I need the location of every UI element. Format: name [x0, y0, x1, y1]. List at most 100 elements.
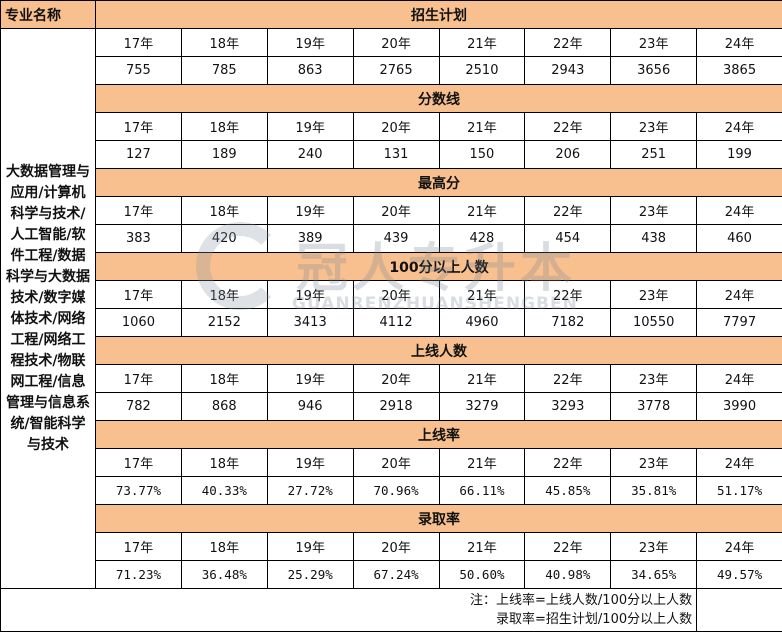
value-cell: 7182 — [524, 308, 612, 337]
year-cell: 17年 — [95, 364, 182, 393]
year-cell: 20年 — [352, 28, 440, 57]
value-cell: 420 — [180, 224, 268, 253]
value-cell: 206 — [524, 140, 612, 169]
year-cell: 20年 — [352, 196, 440, 225]
value-cell: 10550 — [610, 308, 698, 337]
year-cell: 19年 — [266, 112, 354, 141]
year-cell: 21年 — [438, 532, 526, 561]
value-cell: 7797 — [696, 308, 782, 337]
section-title: 录取率 — [95, 504, 782, 533]
year-row: 17年 18年 19年 20年 21年 22年 23年 24年 — [1, 196, 782, 225]
year-cell: 19年 — [266, 28, 354, 57]
value-cell: 2918 — [352, 392, 440, 421]
year-cell: 20年 — [352, 532, 440, 561]
value-cell: 3293 — [524, 392, 612, 421]
value-cell: 4960 — [438, 308, 526, 337]
value-cell: 785 — [180, 56, 268, 85]
value-cell: 34.65% — [610, 560, 698, 589]
value-cell: 251 — [610, 140, 698, 169]
year-cell: 22年 — [524, 112, 612, 141]
value-cell: 389 — [266, 224, 354, 253]
year-cell: 24年 — [696, 196, 782, 225]
year-cell: 17年 — [95, 112, 182, 141]
value-cell: 240 — [266, 140, 354, 169]
value-cell: 25.29% — [266, 560, 354, 589]
year-cell: 23年 — [610, 280, 698, 309]
year-cell: 17年 — [95, 280, 182, 309]
value-cell: 40.98% — [524, 560, 612, 589]
value-cell: 49.57% — [696, 560, 782, 589]
value-cell: 66.11% — [438, 476, 526, 505]
value-cell: 383 — [95, 224, 182, 253]
year-cell: 18年 — [180, 28, 268, 57]
value-row: 127 189 240 131 150 206 251 199 — [1, 140, 782, 169]
year-cell: 18年 — [180, 364, 268, 393]
value-cell: 460 — [696, 224, 782, 253]
value-cell: 3865 — [696, 56, 782, 85]
value-cell: 863 — [266, 56, 354, 85]
year-cell: 19年 — [266, 448, 354, 477]
year-cell: 23年 — [610, 364, 698, 393]
year-cell: 23年 — [610, 196, 698, 225]
value-cell: 189 — [180, 140, 268, 169]
section-title-row: 分数线 — [1, 84, 782, 113]
year-row: 17年 18年 19年 20年 21年 22年 23年 24年 — [1, 532, 782, 561]
year-cell: 24年 — [696, 532, 782, 561]
year-cell: 24年 — [696, 280, 782, 309]
value-cell: 3413 — [266, 308, 354, 337]
value-cell: 73.77% — [95, 476, 182, 505]
value-cell: 131 — [352, 140, 440, 169]
value-cell: 71.23% — [95, 560, 182, 589]
year-cell: 18年 — [180, 280, 268, 309]
empty-cell — [696, 588, 782, 632]
value-cell: 3778 — [610, 392, 698, 421]
value-cell: 2510 — [438, 56, 526, 85]
year-row: 17年 18年 19年 20年 21年 22年 23年 24年 — [1, 112, 782, 141]
value-cell: 438 — [610, 224, 698, 253]
value-cell: 4112 — [352, 308, 440, 337]
value-row: 755 785 863 2765 2510 2943 3656 3865 — [1, 56, 782, 85]
year-row: 17年 18年 19年 20年 21年 22年 23年 24年 — [1, 364, 782, 393]
value-cell: 2765 — [352, 56, 440, 85]
year-cell: 20年 — [352, 112, 440, 141]
column-header-major: 专业名称 — [0, 0, 96, 29]
value-cell: 1060 — [95, 308, 182, 337]
value-row: 782 868 946 2918 3279 3293 3778 3990 — [1, 392, 782, 421]
section-title: 上线人数 — [95, 336, 782, 365]
section-title: 最高分 — [95, 168, 782, 197]
section-title-row: 上线人数 — [1, 336, 782, 365]
section-title: 分数线 — [95, 84, 782, 113]
year-cell: 23年 — [610, 28, 698, 57]
value-cell: 428 — [438, 224, 526, 253]
year-cell: 20年 — [352, 280, 440, 309]
value-cell: 50.60% — [438, 560, 526, 589]
year-cell: 22年 — [524, 280, 612, 309]
section-title: 招生计划 — [95, 0, 782, 29]
year-cell: 17年 — [95, 196, 182, 225]
year-cell: 20年 — [352, 448, 440, 477]
value-cell: 67.24% — [352, 560, 440, 589]
year-cell: 21年 — [438, 364, 526, 393]
value-cell: 45.85% — [524, 476, 612, 505]
value-cell: 782 — [95, 392, 182, 421]
year-row: 17年 18年 19年 20年 21年 22年 23年 24年 — [1, 280, 782, 309]
year-cell: 17年 — [95, 532, 182, 561]
value-row: 1060 2152 3413 4112 4960 7182 10550 7797 — [1, 308, 782, 337]
year-cell: 18年 — [180, 112, 268, 141]
value-cell: 35.81% — [610, 476, 698, 505]
year-cell: 20年 — [352, 364, 440, 393]
year-cell: 19年 — [266, 364, 354, 393]
value-cell: 3279 — [438, 392, 526, 421]
section-title-row: 上线率 — [1, 420, 782, 449]
value-row: 71.23% 36.48% 25.29% 67.24% 50.60% 40.98% 34.6… — [1, 560, 782, 589]
section-title-row: 最高分 — [1, 168, 782, 197]
value-cell: 3990 — [696, 392, 782, 421]
year-cell: 21年 — [438, 196, 526, 225]
value-cell: 127 — [95, 140, 182, 169]
year-cell: 22年 — [524, 448, 612, 477]
major-name-cell: 大数据管理与应用/计算机科学与技术/人工智能/软件工程/数据科学与大数据技术/数… — [0, 28, 96, 589]
note-row: 注：上线率=上线人数/100分以上人数 录取率=招生计划/100分以上人数 — [0, 588, 782, 632]
year-cell: 18年 — [180, 196, 268, 225]
year-cell: 17年 — [95, 448, 182, 477]
year-cell: 22年 — [524, 196, 612, 225]
